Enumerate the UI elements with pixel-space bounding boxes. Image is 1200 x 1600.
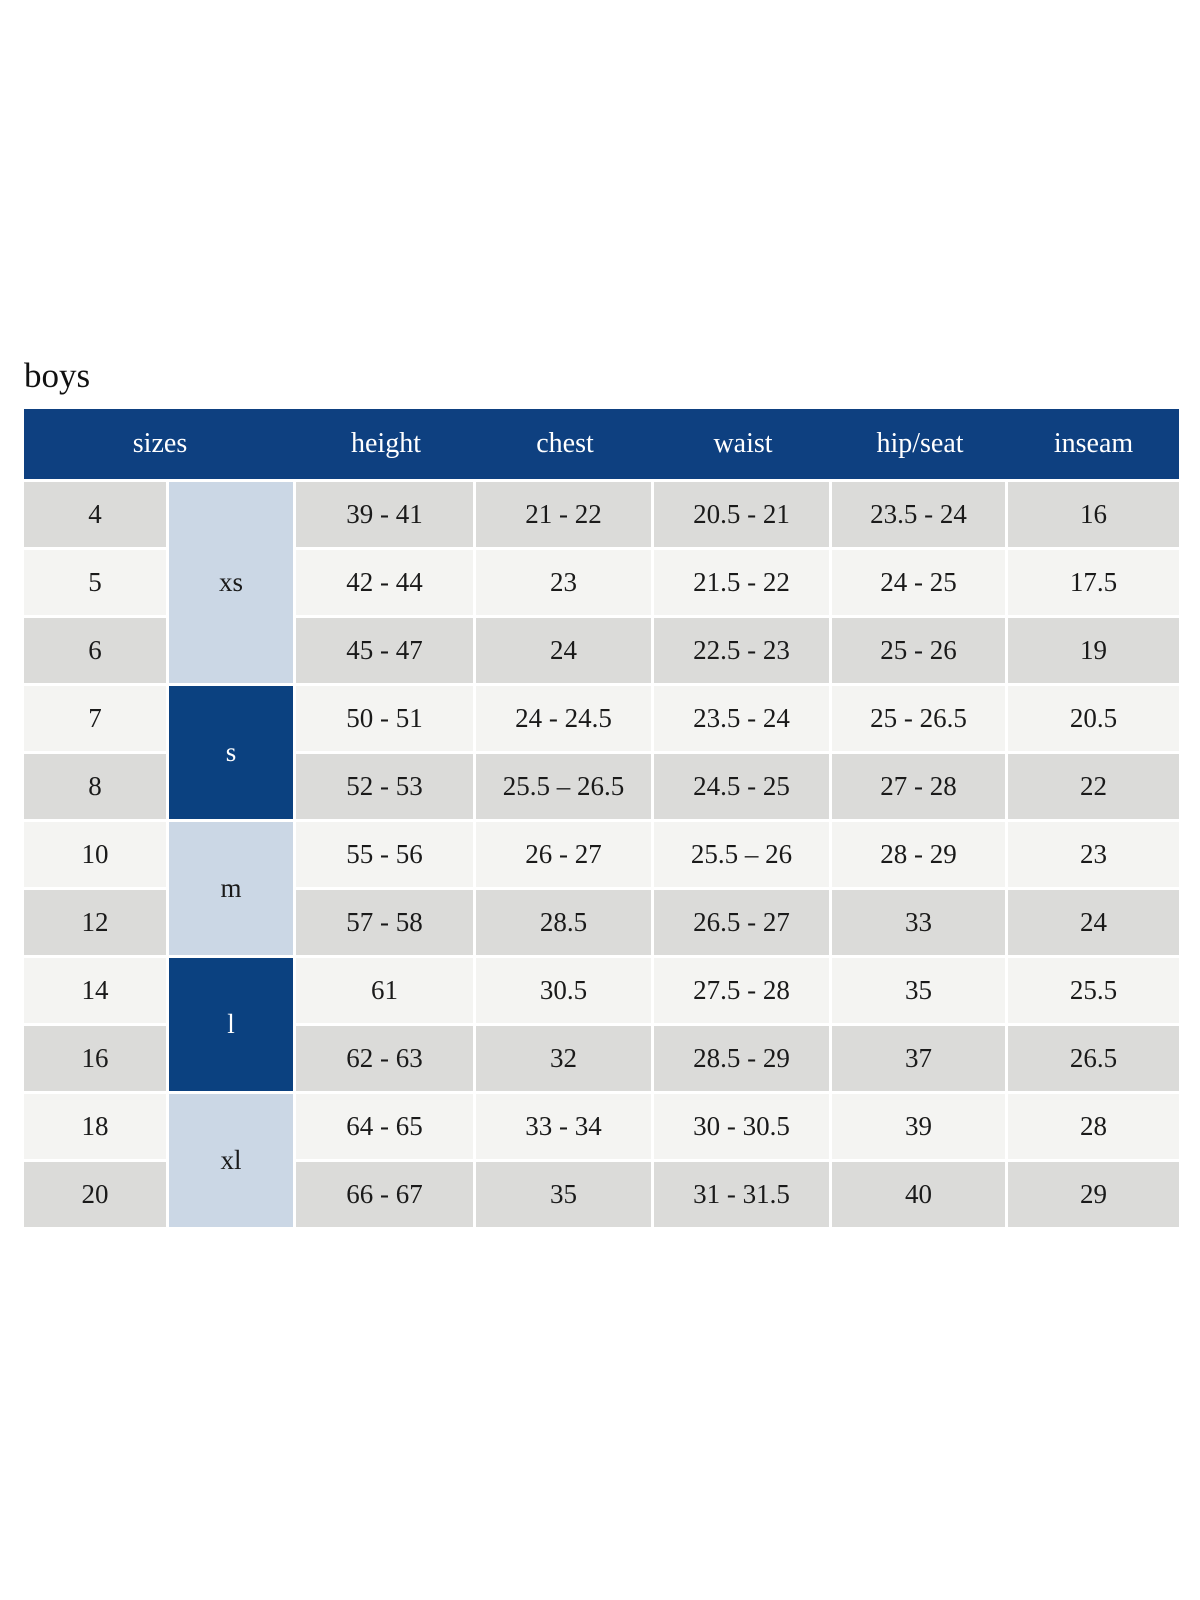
table-header-row: sizes height chest waist hip/seat inseam [24, 409, 1179, 480]
chest-cell: 26 - 27 [476, 822, 651, 888]
height-cell: 64 - 65 [296, 1094, 473, 1160]
hip-seat-cell: 27 - 28 [832, 754, 1005, 820]
size-cell: 8 [24, 754, 166, 820]
height-cell: 52 - 53 [296, 754, 473, 820]
inseam-cell: 25.5 [1008, 958, 1179, 1024]
chest-cell: 30.5 [476, 958, 651, 1024]
chest-cell: 33 - 34 [476, 1094, 651, 1160]
inseam-cell: 17.5 [1008, 550, 1179, 616]
height-cell: 55 - 56 [296, 822, 473, 888]
height-cell: 45 - 47 [296, 618, 473, 684]
height-cell: 42 - 44 [296, 550, 473, 616]
chest-cell: 21 - 22 [476, 482, 651, 548]
size-group-cell-s: s [169, 686, 293, 820]
waist-cell: 30 - 30.5 [654, 1094, 829, 1160]
hip-seat-cell: 35 [832, 958, 1005, 1024]
column-header-height: height [351, 428, 421, 460]
inseam-cell: 19 [1008, 618, 1179, 684]
size-group-cell-m: m [169, 822, 293, 956]
inseam-cell: 29 [1008, 1162, 1179, 1228]
waist-cell: 27.5 - 28 [654, 958, 829, 1024]
chest-cell: 24 - 24.5 [476, 686, 651, 752]
chest-cell: 28.5 [476, 890, 651, 956]
height-cell: 61 [296, 958, 473, 1024]
size-chart-section: boys sizes height chest waist hip/seat inseam… [24, 356, 1179, 1228]
waist-cell: 31 - 31.5 [654, 1162, 829, 1228]
size-cell: 12 [24, 890, 166, 956]
waist-cell: 20.5 - 21 [654, 482, 829, 548]
inseam-cell: 16 [1008, 482, 1179, 548]
size-cell: 16 [24, 1026, 166, 1092]
column-header-hip-seat: hip/seat [876, 428, 964, 460]
hip-seat-cell: 40 [832, 1162, 1005, 1228]
table-body: 4 39 - 41 21 - 22 20.5 - 21 23.5 - 24 16 5 42 -… [24, 482, 1179, 1228]
height-cell: 50 - 51 [296, 686, 473, 752]
waist-cell: 26.5 - 27 [654, 890, 829, 956]
chest-cell: 24 [476, 618, 651, 684]
waist-cell: 21.5 - 22 [654, 550, 829, 616]
height-cell: 57 - 58 [296, 890, 473, 956]
hip-seat-cell: 39 [832, 1094, 1005, 1160]
waist-cell: 24.5 - 25 [654, 754, 829, 820]
size-cell: 18 [24, 1094, 166, 1160]
hip-seat-cell: 23.5 - 24 [832, 482, 1005, 548]
hip-seat-cell: 33 [832, 890, 1005, 956]
chest-cell: 35 [476, 1162, 651, 1228]
column-header-inseam: inseam [1053, 428, 1134, 460]
inseam-cell: 23 [1008, 822, 1179, 888]
waist-cell: 23.5 - 24 [654, 686, 829, 752]
inseam-cell: 26.5 [1008, 1026, 1179, 1092]
chest-cell: 25.5 – 26.5 [476, 754, 651, 820]
height-cell: 39 - 41 [296, 482, 473, 548]
inseam-cell: 28 [1008, 1094, 1179, 1160]
column-header-waist: waist [713, 428, 773, 460]
size-group-cell-xs: xs [169, 482, 293, 684]
boys-size-chart-table: sizes height chest waist hip/seat inseam 4 39 … [24, 409, 1179, 1228]
waist-cell: 28.5 - 29 [654, 1026, 829, 1092]
page-title: boys [24, 356, 91, 395]
hip-seat-cell: 25 - 26 [832, 618, 1005, 684]
height-cell: 66 - 67 [296, 1162, 473, 1228]
inseam-cell: 24 [1008, 890, 1179, 956]
column-header-sizes: sizes [132, 428, 188, 460]
size-cell: 14 [24, 958, 166, 1024]
size-cell: 5 [24, 550, 166, 616]
height-cell: 62 - 63 [296, 1026, 473, 1092]
size-cell: 7 [24, 686, 166, 752]
column-header-chest: chest [536, 428, 594, 460]
size-group-cell-l: l [169, 958, 293, 1092]
size-group-cell-xl: xl [169, 1094, 293, 1228]
chest-cell: 32 [476, 1026, 651, 1092]
size-cell: 4 [24, 482, 166, 548]
size-cell: 10 [24, 822, 166, 888]
hip-seat-cell: 37 [832, 1026, 1005, 1092]
chest-cell: 23 [476, 550, 651, 616]
waist-cell: 25.5 – 26 [654, 822, 829, 888]
hip-seat-cell: 24 - 25 [832, 550, 1005, 616]
hip-seat-cell: 28 - 29 [832, 822, 1005, 888]
waist-cell: 22.5 - 23 [654, 618, 829, 684]
inseam-cell: 20.5 [1008, 686, 1179, 752]
size-cell: 20 [24, 1162, 166, 1228]
hip-seat-cell: 25 - 26.5 [832, 686, 1005, 752]
size-cell: 6 [24, 618, 166, 684]
inseam-cell: 22 [1008, 754, 1179, 820]
